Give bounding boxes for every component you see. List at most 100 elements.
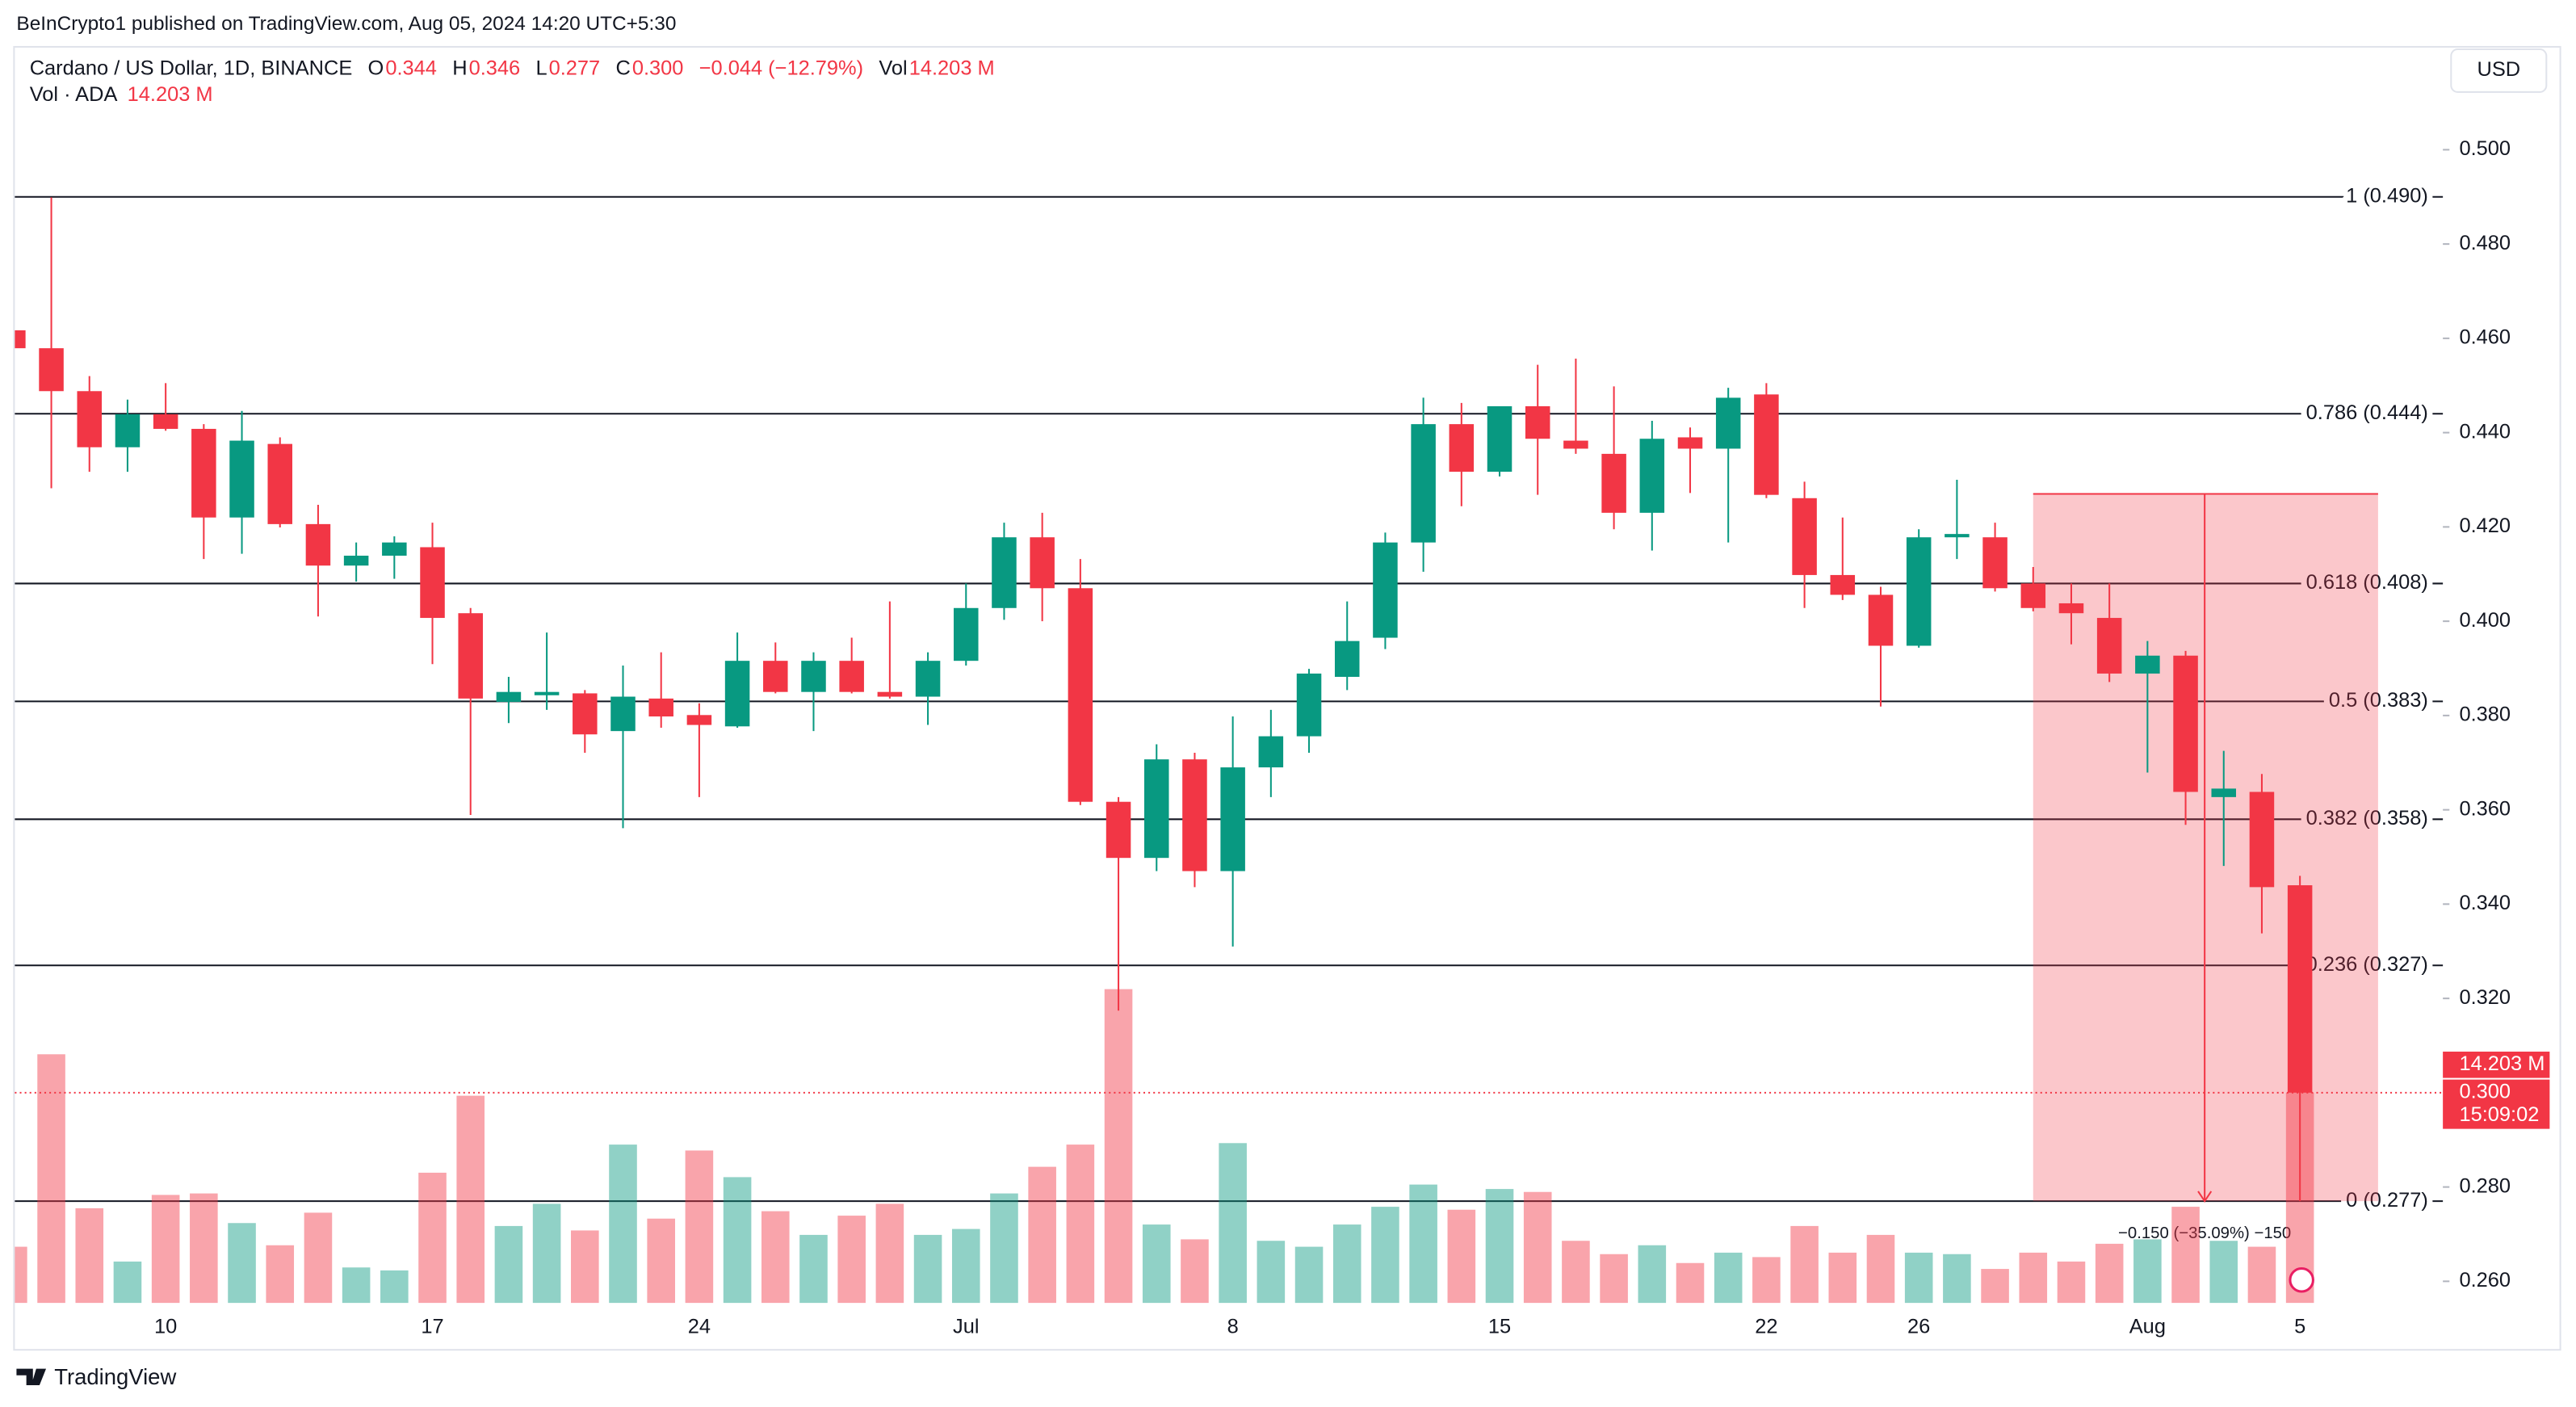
candle-body bbox=[115, 414, 141, 447]
volume-bar bbox=[1828, 1252, 1857, 1304]
volume-bar bbox=[37, 1054, 65, 1304]
y-tick-label: 0.360 bbox=[2459, 797, 2511, 820]
volume-bar bbox=[190, 1193, 218, 1304]
volume-bar bbox=[1676, 1262, 1705, 1304]
chart-frame bbox=[13, 45, 2561, 1351]
candle-body bbox=[1334, 640, 1360, 678]
measure-layer: −0.150 (−35.09%) −150 bbox=[2033, 493, 2378, 1242]
volume-bar bbox=[1600, 1254, 1628, 1304]
volume-bar bbox=[380, 1270, 409, 1304]
candle-body bbox=[2135, 655, 2160, 674]
volume-bar bbox=[418, 1172, 447, 1304]
candle-body bbox=[1639, 439, 1665, 513]
legend-key: C bbox=[615, 57, 630, 79]
x-tick-label: 26 bbox=[1907, 1315, 1930, 1338]
volume-bar bbox=[1714, 1252, 1743, 1304]
volume-bar bbox=[1562, 1241, 1590, 1304]
volume-bar bbox=[1790, 1225, 1819, 1304]
volume-bar bbox=[151, 1195, 180, 1304]
legend-key: O bbox=[368, 57, 384, 79]
x-tick-label: Jul bbox=[953, 1315, 979, 1338]
volume-bar bbox=[2019, 1252, 2048, 1304]
candle-body bbox=[1868, 594, 1894, 646]
candle-body bbox=[686, 715, 712, 725]
legend-key: H bbox=[452, 57, 467, 79]
y-tick-label: 0.380 bbox=[2459, 704, 2511, 726]
candle-body bbox=[1906, 537, 1932, 646]
brand-logo bbox=[16, 1368, 47, 1385]
candle-body bbox=[229, 440, 254, 518]
candle-body bbox=[496, 691, 522, 702]
candle-body bbox=[1220, 767, 1245, 872]
alert-icon bbox=[2289, 1266, 2314, 1293]
candle-body bbox=[534, 691, 560, 695]
candle-body bbox=[573, 693, 598, 735]
y-tick-label: 0.500 bbox=[2459, 137, 2511, 160]
volume-bar bbox=[342, 1267, 371, 1304]
y-tick-label: 0.460 bbox=[2459, 326, 2511, 349]
candle-body bbox=[648, 698, 673, 717]
x-tick-label: 5 bbox=[2294, 1315, 2305, 1338]
candle-body bbox=[77, 391, 103, 447]
volume-bar bbox=[494, 1225, 523, 1304]
volume-tag: 14.203 M bbox=[2459, 1052, 2545, 1075]
candle-body bbox=[954, 607, 979, 662]
candle-body bbox=[1677, 437, 1703, 449]
candle-body bbox=[1373, 542, 1398, 638]
volume-bar bbox=[571, 1230, 599, 1304]
volume-bar bbox=[1371, 1207, 1399, 1304]
volume-bar bbox=[1332, 1224, 1361, 1304]
volume-bar bbox=[2133, 1239, 2162, 1304]
candle-body bbox=[877, 691, 903, 697]
candle-body bbox=[305, 523, 331, 566]
volume-bar bbox=[15, 1246, 27, 1304]
y-tick-label: 0.280 bbox=[2459, 1174, 2511, 1197]
candle-body bbox=[1143, 759, 1169, 859]
candle-body bbox=[1982, 537, 2008, 589]
currency-label[interactable]: USD bbox=[2477, 58, 2520, 81]
candle-body bbox=[2249, 792, 2275, 888]
volume-bar bbox=[1257, 1241, 1286, 1304]
fib-label: 1 (0.490) bbox=[2346, 184, 2428, 207]
currency-button[interactable]: USD bbox=[2450, 48, 2548, 93]
candle-body bbox=[1525, 405, 1550, 439]
legend-value: 14.203 M bbox=[909, 57, 995, 79]
measure-arrowhead bbox=[2197, 1191, 2213, 1203]
candle-body bbox=[915, 661, 941, 697]
x-tick-label: Aug bbox=[2129, 1315, 2166, 1338]
y-tick-label: 0.260 bbox=[2459, 1269, 2511, 1292]
legend-key: L bbox=[535, 57, 547, 79]
volume-bar bbox=[228, 1223, 256, 1304]
candle-body bbox=[343, 555, 369, 566]
y-tick-label: 0.440 bbox=[2459, 420, 2511, 443]
volume-bar bbox=[1485, 1189, 1514, 1304]
candle-body bbox=[801, 661, 826, 692]
volume-bar bbox=[1943, 1254, 1971, 1304]
candle-body bbox=[2173, 655, 2198, 792]
volume-bar bbox=[913, 1234, 942, 1304]
candle-body bbox=[382, 542, 407, 556]
countdown-tag: 15:09:02 bbox=[2459, 1103, 2539, 1126]
currency-button-box[interactable] bbox=[2450, 48, 2548, 93]
volume-bar bbox=[990, 1193, 1018, 1304]
candle-body bbox=[1105, 801, 1131, 859]
axis-layer: 0.500 0.480 0.460 0.440 0.420 0.400 0.380 0.360… bbox=[15, 137, 2550, 1338]
volume-bar bbox=[266, 1245, 295, 1304]
candle-body bbox=[1258, 736, 1284, 768]
volume-bar bbox=[2095, 1243, 2124, 1304]
y-tick-label: 0.320 bbox=[2459, 986, 2511, 1009]
volume-legend: Vol · ADA 14.203 M bbox=[30, 83, 213, 106]
candle-body bbox=[992, 537, 1017, 608]
candle-body bbox=[839, 661, 864, 692]
candle-body bbox=[1830, 574, 1856, 595]
volume-bar bbox=[304, 1212, 333, 1304]
volume-bar bbox=[2247, 1246, 2276, 1304]
brand: TradingView bbox=[16, 1364, 176, 1389]
candle-body bbox=[1449, 424, 1475, 472]
volume-bar bbox=[609, 1144, 637, 1304]
volume-bar bbox=[1447, 1209, 1476, 1304]
candle-body bbox=[1945, 534, 1970, 538]
volume-bar bbox=[875, 1203, 904, 1304]
